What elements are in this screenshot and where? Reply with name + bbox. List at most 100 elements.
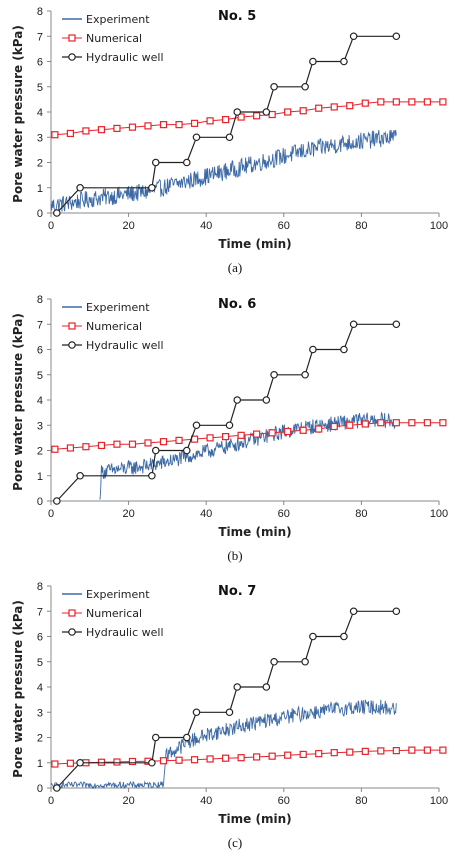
x-tick-label: 40 [200,508,212,520]
x-tick-label: 60 [278,508,290,520]
hydraulic-well-point [270,82,278,91]
numerical-point [377,747,385,755]
numerical-point [439,98,447,106]
x-axis-label: Time (min) [218,237,291,251]
hydraulic-well-point [270,657,278,666]
numerical-point [392,419,400,427]
y-tick-label: 5 [37,370,43,382]
numerical-line [54,101,443,136]
x-axis-label: Time (min) [218,812,291,826]
y-tick-label: 3 [37,132,43,144]
y-tick-label: 8 [37,6,43,18]
numerical-point [237,113,245,121]
x-tick-label: 60 [278,795,290,807]
y-tick-label: 3 [37,420,43,432]
numerical-point [253,430,261,438]
numerical-point [315,750,323,758]
hydraulic-well-point [349,32,358,41]
legend-label-experiment: Experiment [86,13,150,26]
numerical-point [66,759,75,767]
hydraulic-well-point [148,758,156,767]
numerical-point [439,746,447,754]
legend-label-experiment: Experiment [86,588,150,601]
numerical-point [51,131,59,139]
numerical-point [51,760,59,768]
legend: Experiment Numerical Hydraulic well [62,13,164,64]
numerical-point [128,757,137,766]
numerical-point [423,98,431,106]
numerical-point [346,102,354,110]
numerical-point [268,752,276,760]
x-tick-label: 100 [430,795,448,807]
legend-marker-numerical [68,34,76,42]
numerical-point [66,129,75,138]
numerical-point [97,441,106,450]
x-tick-label: 60 [278,220,290,232]
hydraulic-well-point [183,158,191,167]
y-tick-label: 5 [37,657,43,669]
panel-caption: (a) [228,260,242,275]
numerical-point [190,119,199,127]
numerical-point [51,445,59,453]
hydraulic-well-point [301,370,309,379]
numerical-point [159,121,168,129]
numerical-point [222,754,230,762]
legend-label-numerical: Numerical [86,607,142,620]
numerical-point [190,756,199,764]
panel-caption: (b) [227,548,242,563]
hydraulic-well-point [192,133,201,142]
experiment-line [99,411,397,500]
legend-label-experiment: Experiment [86,301,150,314]
numerical-point [128,440,137,448]
y-axis-label: Pore water pressure (kPa) [11,313,25,491]
numerical-point [253,753,261,761]
x-tick-label: 20 [122,508,134,520]
numerical-point [175,756,183,764]
numerical-point [408,419,416,427]
y-tick-label: 3 [37,707,43,719]
numerical-point [392,98,400,106]
hydraulic-well-point [309,632,317,641]
numerical-point [268,429,276,437]
experiment-line [50,699,397,790]
hydraulic-well-point [192,421,201,430]
numerical-point [330,422,338,431]
y-tick-label: 8 [37,294,43,306]
numerical-line [54,749,443,765]
legend-label-hydraulic-well: Hydraulic well [86,339,164,352]
legend: Experiment Numerical Hydraulic well [62,588,164,639]
hydraulic-well-point [192,708,201,717]
hydraulic-well-point [301,82,309,91]
x-tick-label: 80 [355,220,367,232]
hydraulic-well-point [309,57,317,66]
y-tick-label: 8 [37,581,43,593]
hydraulic-well-point [349,607,358,616]
y-tick-label: 5 [37,82,43,94]
hydraulic-well-point [183,733,191,742]
hydraulic-well-point [392,320,401,329]
numerical-point [377,98,385,106]
numerical-point [222,115,230,124]
numerical-point [284,751,292,759]
numerical-point [392,747,400,755]
hydraulic-well-point [262,683,271,691]
numerical-point [299,426,307,434]
case-number-label: No. 7 [218,584,256,599]
numerical-point [82,127,90,135]
numerical-point [284,108,292,116]
numerical-point [315,425,323,433]
numerical-point [361,99,369,107]
numerical-point [346,421,354,429]
y-tick-label: 0 [37,496,43,508]
case-number-label: No. 6 [218,297,256,312]
y-tick-label: 4 [37,107,43,119]
numerical-point [237,431,245,439]
hydraulic-well-point [76,471,84,480]
numerical-point [206,434,214,442]
y-tick-label: 2 [37,446,43,458]
hydraulic-well-point [262,108,271,116]
numerical-point [222,433,230,441]
hydraulic-well-point [148,183,156,192]
y-tick-label: 7 [37,319,43,331]
y-tick-label: 7 [37,606,43,618]
